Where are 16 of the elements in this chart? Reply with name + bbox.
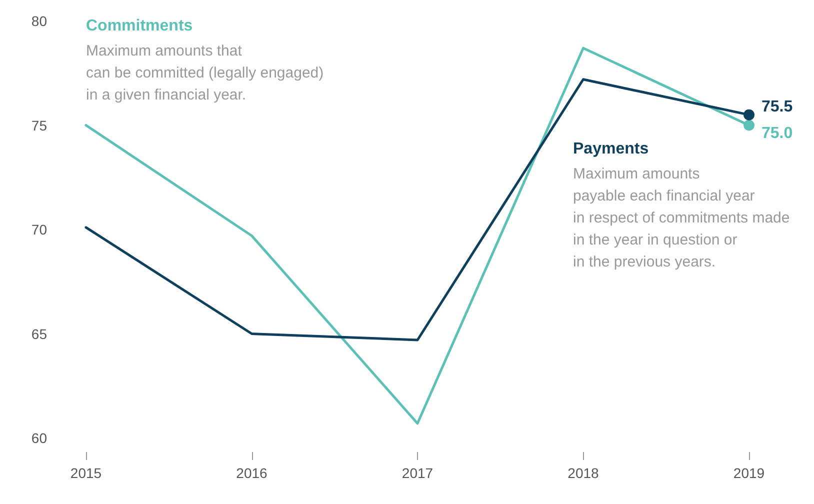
data-label: 75.0 xyxy=(762,124,793,142)
x-tick-label: 2018 xyxy=(568,465,600,481)
x-tick-label: 2016 xyxy=(236,465,268,481)
x-tick-label: 2019 xyxy=(733,465,765,481)
series-label: Payments xyxy=(573,140,649,158)
x-tick-label: 2017 xyxy=(402,465,434,481)
annotation: Maximum amounts payable each financial year in respect of commitments made in the year in question or in the previous years. xyxy=(573,166,790,270)
y-tick-label: 75 xyxy=(31,117,48,134)
text: Commitments xyxy=(86,18,193,34)
y-tick-label: 60 xyxy=(31,430,48,446)
y-tick-label: 65 xyxy=(31,326,48,342)
annotation: Maximum amounts that can be committed (legally engaged) in a given financial year. xyxy=(86,42,324,104)
y-tick-label: 80 xyxy=(31,13,48,29)
x-tick-label: 2015 xyxy=(70,465,102,481)
y-tick-label: 70 xyxy=(31,222,48,238)
data-label: 75.5 xyxy=(762,98,793,116)
